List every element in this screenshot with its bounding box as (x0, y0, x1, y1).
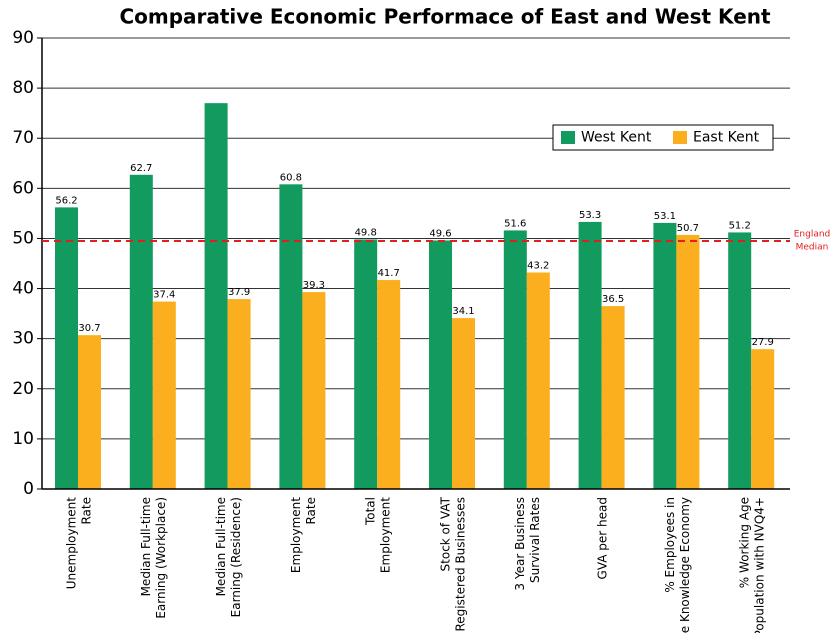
y-tick-label: 0 (23, 479, 34, 499)
legend-swatch (561, 131, 575, 144)
value-label: 43.2 (527, 261, 549, 272)
x-tick-label-line: Earning (Workplace) (154, 497, 168, 619)
y-tick-label: 50 (12, 228, 34, 248)
x-tick-label-line: Median Full-time (139, 497, 153, 596)
y-tick-label: 20 (12, 379, 34, 399)
value-label: 51.6 (504, 218, 526, 229)
value-label: 53.1 (654, 211, 676, 222)
x-tick-label-line: Stock of VAT (438, 496, 452, 571)
y-tick-label: 10 (12, 429, 34, 449)
bar (452, 318, 475, 489)
bar (204, 103, 228, 490)
x-tick-label: Median Full-time Earning (Residence) (214, 497, 243, 617)
x-tick-label-line: % Employees in (663, 497, 677, 593)
x-tick-label-line: Rate (79, 497, 93, 525)
bar (653, 222, 677, 489)
x-tick-label: Median Full-time Earning (Workplace) (139, 497, 168, 619)
value-label: 37.4 (153, 290, 175, 301)
legend-label: West Kent (581, 130, 652, 146)
value-label: 49.6 (429, 228, 451, 239)
value-label: 37.9 (228, 287, 250, 298)
value-label: 34.1 (452, 306, 474, 317)
bar (503, 230, 527, 489)
bar (78, 335, 101, 489)
x-tick-label-line: Rate (304, 497, 318, 525)
x-tick-label-line: GVA per head (596, 497, 610, 579)
x-tick-label-line: Unemployment (64, 497, 78, 590)
reference-label: England (794, 229, 831, 239)
value-label: 27.9 (752, 337, 774, 348)
legend-swatch (673, 131, 687, 144)
x-tick-label-line: Employment (289, 497, 303, 573)
value-label: 56.2 (55, 195, 77, 206)
value-label: 39.3 (303, 280, 325, 291)
value-label: 53.3 (579, 210, 601, 221)
x-tick-label: Employment Rate (289, 497, 318, 573)
value-label: 62.7 (130, 163, 152, 174)
bar (129, 174, 153, 489)
bar (377, 280, 401, 489)
x-tick-label-line: Registered Businesses (453, 497, 467, 632)
y-tick-label: 30 (12, 329, 34, 349)
x-tick-label: Total Employment (364, 497, 393, 573)
bar (601, 306, 625, 489)
value-label: 41.7 (378, 268, 400, 279)
bar (302, 292, 326, 489)
bar (279, 184, 303, 489)
x-tick-label-line: Employment (379, 497, 393, 573)
bar (751, 349, 775, 489)
bar (578, 221, 602, 489)
x-tick-label-line: % Working Age (738, 497, 752, 588)
bar (152, 301, 176, 489)
value-label: 60.8 (280, 172, 302, 183)
x-tick-label: % Working Age Population with NVQ4+ (738, 497, 767, 633)
value-label: 36.5 (602, 294, 624, 305)
y-tick-label: 70 (12, 128, 34, 148)
y-tick-label: 60 (12, 178, 34, 198)
bar (354, 239, 378, 489)
x-tick-label: Stock of VAT Registered Businesses (438, 496, 467, 631)
bar (728, 232, 752, 490)
x-tick-label-line: Survival Rates (528, 497, 542, 583)
chart-title: Comparative Economic Performace of East … (119, 5, 771, 29)
bar (676, 234, 700, 489)
y-tick-label: 40 (12, 279, 34, 299)
value-label: 50.7 (677, 223, 699, 234)
bar (526, 272, 550, 489)
x-tick-label-line: 3 Year Business (513, 497, 527, 591)
x-tick-label-line: Median Full-time (214, 497, 228, 596)
x-tick-label: GVA per head (596, 497, 610, 579)
x-tick-label-line: Population with NVQ4+ (753, 497, 767, 633)
value-label: 30.7 (78, 323, 100, 334)
x-tick-label-line: the Knowledge Economy (678, 497, 692, 633)
legend-label: East Kent (693, 130, 760, 146)
value-label: 49.8 (355, 227, 377, 238)
y-tick-label: 90 (12, 28, 34, 48)
x-tick-label: Unemployment Rate (64, 497, 93, 590)
x-tick-label: 3 Year Business Survival Rates (513, 497, 542, 591)
bar (55, 207, 78, 489)
bar (429, 240, 452, 489)
reference-label: Median (796, 242, 829, 252)
bar (227, 299, 251, 489)
x-tick-label-line: Total (364, 497, 378, 526)
x-tick-label: % Employees in the Knowledge Economy (663, 497, 692, 633)
x-tick-label-line: Earning (Residence) (229, 497, 243, 617)
value-label: 51.2 (729, 220, 751, 231)
y-tick-label: 80 (12, 78, 34, 98)
legend-box (552, 124, 774, 151)
